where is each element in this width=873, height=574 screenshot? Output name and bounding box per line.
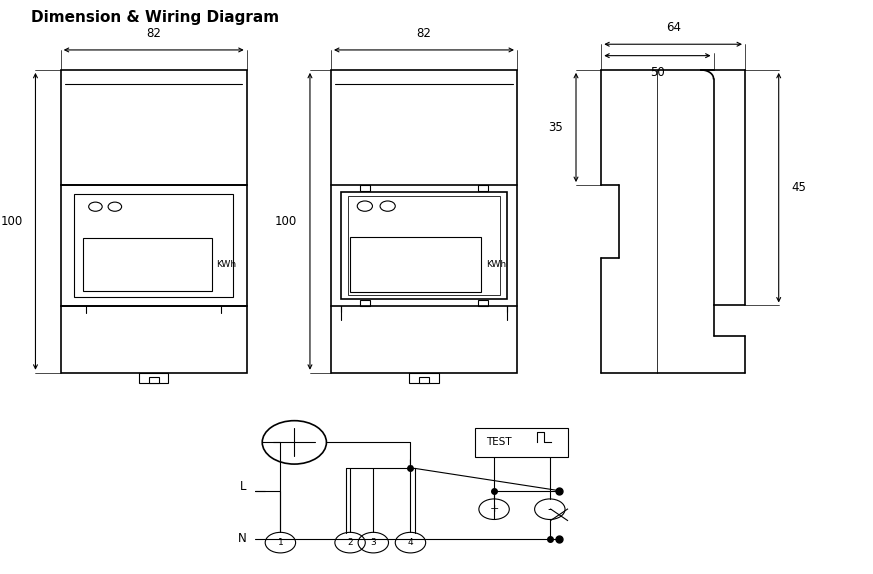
Text: TEST: TEST	[485, 437, 512, 447]
Text: N: N	[237, 533, 246, 545]
Text: 82: 82	[147, 26, 162, 40]
Text: 45: 45	[792, 181, 807, 194]
Bar	[360, 300, 370, 306]
Bar	[478, 300, 488, 306]
Text: 82: 82	[416, 26, 431, 40]
Text: 1: 1	[278, 538, 283, 547]
Text: 35: 35	[548, 121, 563, 134]
Bar	[83, 238, 212, 291]
Text: 2: 2	[347, 538, 353, 547]
Bar	[148, 377, 159, 383]
Bar	[139, 373, 168, 383]
Text: 100: 100	[275, 215, 298, 228]
Bar	[61, 306, 246, 373]
Bar	[61, 70, 246, 185]
Bar	[350, 236, 481, 292]
Text: 4: 4	[408, 538, 413, 547]
Text: Dimension & Wiring Diagram: Dimension & Wiring Diagram	[31, 10, 279, 25]
Text: KWh: KWh	[485, 260, 505, 269]
Text: 50: 50	[650, 66, 665, 79]
Bar	[419, 377, 430, 383]
Text: 3: 3	[370, 538, 376, 547]
Bar	[341, 192, 506, 299]
Bar	[331, 70, 517, 373]
Text: -: -	[547, 503, 552, 515]
Text: 64: 64	[665, 21, 681, 34]
Bar	[409, 373, 439, 383]
Bar	[478, 185, 488, 191]
Bar	[476, 428, 568, 457]
Text: +: +	[490, 504, 498, 514]
Text: KWh: KWh	[217, 260, 237, 269]
Bar	[74, 194, 233, 297]
Text: L: L	[240, 479, 246, 492]
Bar	[360, 185, 370, 191]
Bar	[348, 196, 500, 294]
Text: 100: 100	[1, 215, 23, 228]
Bar	[61, 185, 246, 306]
